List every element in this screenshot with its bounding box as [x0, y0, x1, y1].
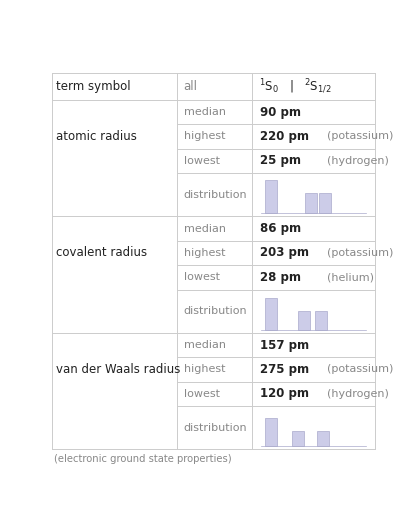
Text: (hydrogen): (hydrogen) — [327, 389, 389, 399]
Bar — [265, 180, 277, 213]
Bar — [319, 193, 332, 213]
Text: 157 pm: 157 pm — [260, 338, 309, 352]
Text: (helium): (helium) — [327, 272, 374, 283]
Text: 28 pm: 28 pm — [260, 271, 301, 284]
Text: highest: highest — [183, 131, 225, 142]
Text: 220 pm: 220 pm — [260, 130, 309, 143]
Text: 86 pm: 86 pm — [260, 222, 301, 235]
Bar — [265, 419, 277, 446]
Text: highest: highest — [183, 248, 225, 258]
Text: $^{1}$S$_{0}$   |   $^{2}$S$_{1/2}$: $^{1}$S$_{0}$ | $^{2}$S$_{1/2}$ — [259, 77, 332, 96]
Text: atomic radius: atomic radius — [56, 130, 137, 143]
Text: median: median — [183, 340, 226, 350]
Text: lowest: lowest — [183, 389, 220, 399]
Text: 90 pm: 90 pm — [260, 106, 301, 119]
Text: (potassium): (potassium) — [327, 131, 394, 142]
Text: 203 pm: 203 pm — [260, 246, 309, 260]
Bar — [305, 193, 317, 213]
Text: (hydrogen): (hydrogen) — [327, 156, 389, 166]
Text: 275 pm: 275 pm — [260, 363, 309, 376]
Text: lowest: lowest — [183, 156, 220, 166]
Bar — [292, 431, 304, 446]
Text: all: all — [183, 80, 197, 93]
Text: median: median — [183, 107, 226, 117]
Text: 120 pm: 120 pm — [260, 387, 309, 400]
Text: distribution: distribution — [183, 306, 247, 316]
Text: van der Waals radius: van der Waals radius — [56, 363, 181, 376]
Text: distribution: distribution — [183, 190, 247, 200]
Text: covalent radius: covalent radius — [56, 246, 147, 260]
Text: (potassium): (potassium) — [327, 248, 394, 258]
Bar — [299, 311, 311, 330]
Text: (electronic ground state properties): (electronic ground state properties) — [54, 454, 231, 464]
Bar — [265, 298, 277, 330]
Text: median: median — [183, 223, 226, 234]
Bar — [315, 311, 327, 330]
Text: lowest: lowest — [183, 272, 220, 283]
Text: distribution: distribution — [183, 423, 247, 433]
Text: 25 pm: 25 pm — [260, 154, 301, 168]
Text: term symbol: term symbol — [56, 80, 131, 93]
Text: highest: highest — [183, 364, 225, 375]
Text: (potassium): (potassium) — [327, 364, 394, 375]
Bar — [317, 431, 329, 446]
